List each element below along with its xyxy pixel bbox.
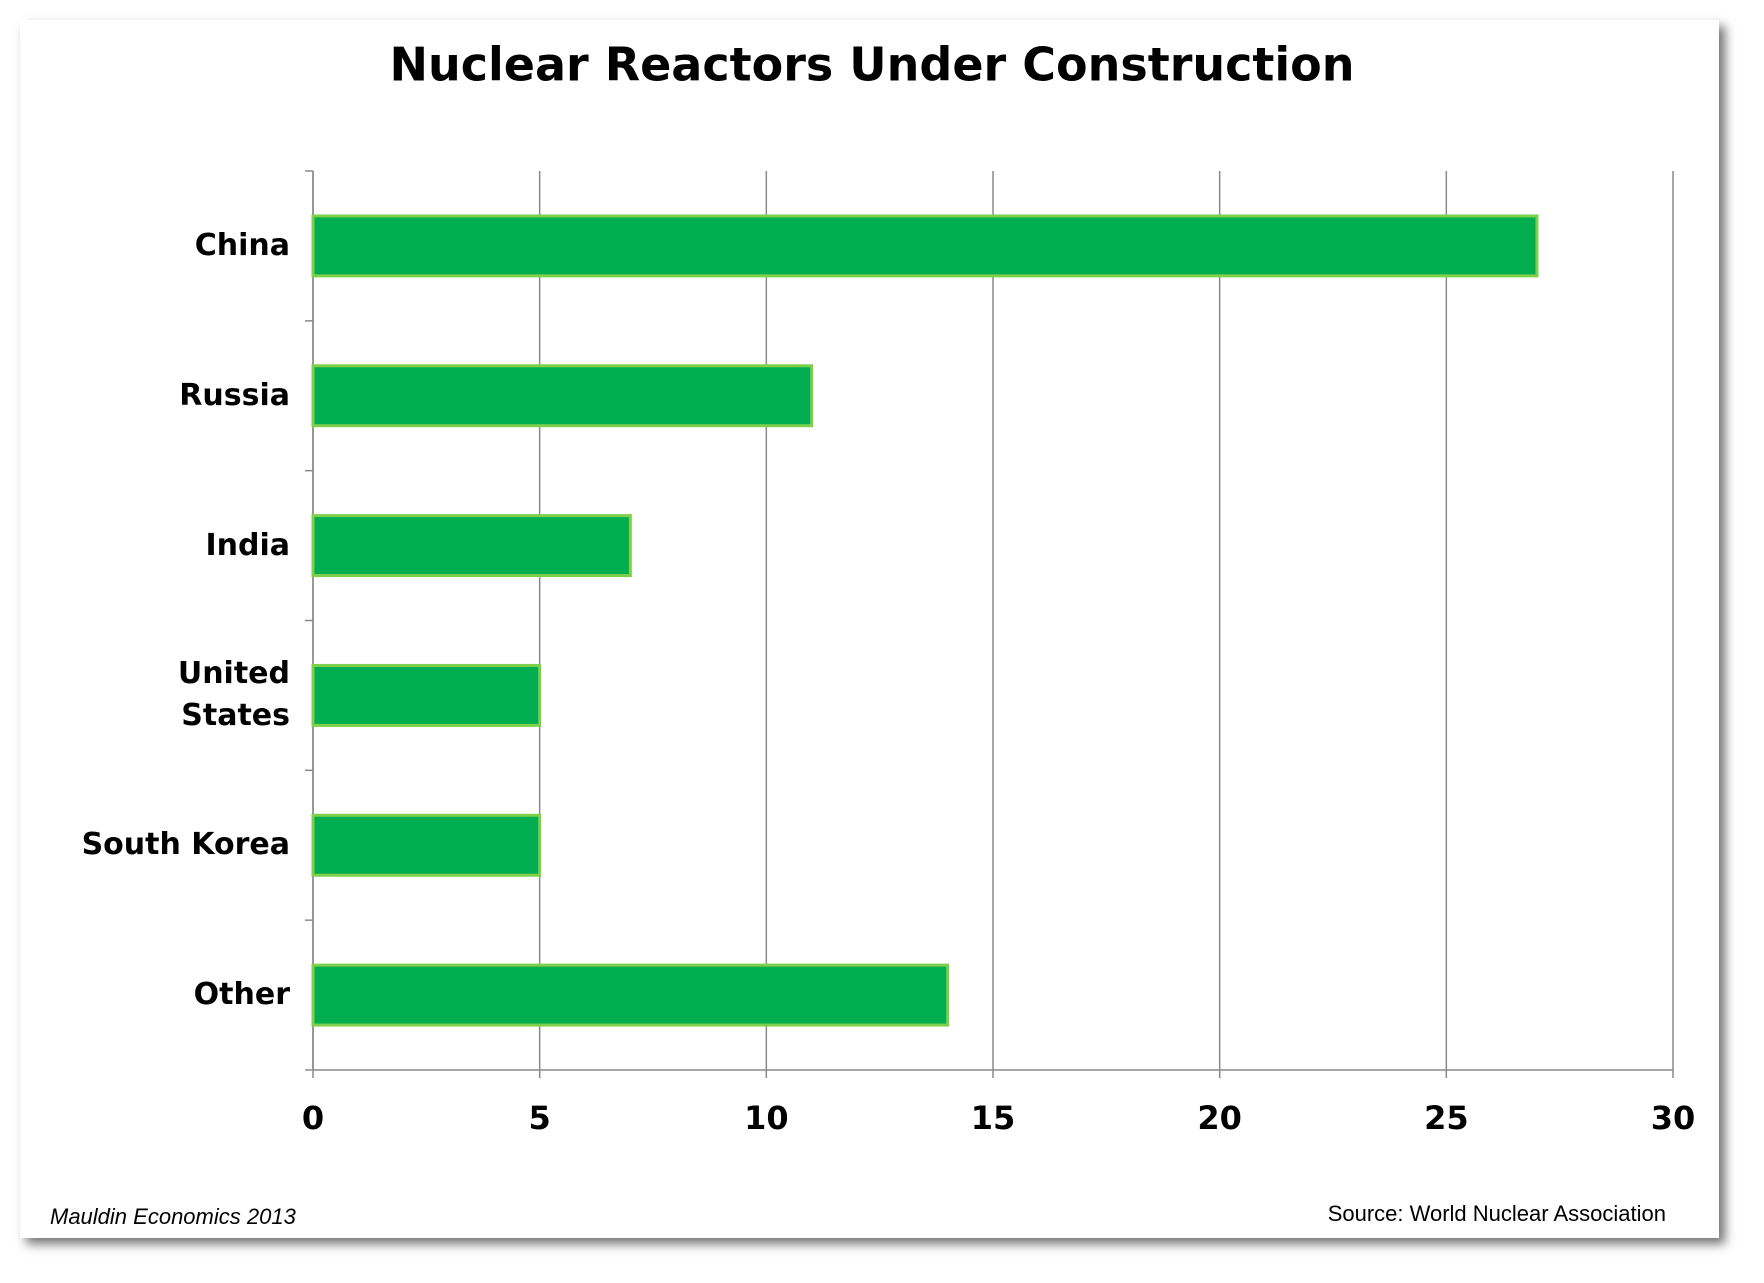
bar bbox=[311, 813, 542, 877]
y-tick-label: Other bbox=[193, 977, 290, 1013]
x-tick-label: 20 bbox=[1197, 1099, 1242, 1137]
y-tick-label: South Korea bbox=[81, 827, 290, 863]
bar bbox=[311, 214, 1539, 278]
y-tick-label: India bbox=[205, 527, 290, 563]
bar bbox=[311, 364, 814, 428]
y-tick-label: China bbox=[194, 227, 290, 263]
x-tick-label: 5 bbox=[529, 1099, 551, 1137]
x-tick-label: 30 bbox=[1651, 1099, 1696, 1137]
x-tick-label: 10 bbox=[744, 1099, 789, 1137]
x-tick-label: 25 bbox=[1424, 1099, 1469, 1137]
bar bbox=[311, 963, 950, 1027]
chart-title: Nuclear Reactors Under Construction bbox=[389, 38, 1354, 92]
bar bbox=[311, 514, 632, 578]
y-tick-label: United States bbox=[177, 656, 290, 734]
x-tick-label: 15 bbox=[971, 1099, 1016, 1137]
x-tick-label: 0 bbox=[302, 1099, 324, 1137]
footnote: Mauldin Economics 2013 bbox=[50, 1204, 297, 1229]
bar bbox=[311, 663, 542, 727]
source-note: Source: World Nuclear Association bbox=[1328, 1201, 1666, 1226]
y-tick-label: Russia bbox=[179, 377, 290, 413]
